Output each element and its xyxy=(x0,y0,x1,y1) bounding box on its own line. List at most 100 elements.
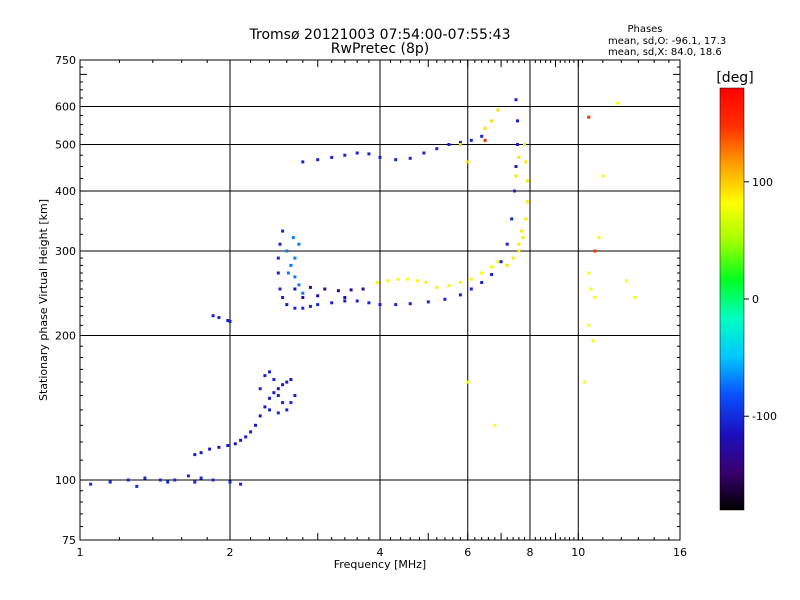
data-point xyxy=(514,98,518,102)
data-point xyxy=(523,143,526,146)
x-tick-label: 8 xyxy=(527,546,534,559)
y-tick-label: 600 xyxy=(55,101,76,114)
data-point xyxy=(343,153,347,157)
colorbar-tick-label: 0 xyxy=(752,293,759,306)
x-tick-label: 1 xyxy=(77,546,84,559)
data-point xyxy=(281,401,285,405)
x-tick-label: 2 xyxy=(227,546,234,559)
data-point xyxy=(375,281,379,284)
data-point xyxy=(268,408,271,412)
data-point xyxy=(263,374,267,378)
data-point xyxy=(301,291,305,295)
data-point xyxy=(289,263,293,267)
data-point xyxy=(597,236,601,240)
data-point xyxy=(490,119,494,123)
data-point xyxy=(186,474,190,478)
data-point xyxy=(396,277,400,281)
data-point xyxy=(276,271,280,275)
data-point xyxy=(285,408,289,412)
data-point xyxy=(258,414,262,418)
data-point xyxy=(591,339,595,343)
data-point xyxy=(226,444,230,447)
data-point xyxy=(301,296,305,299)
data-point xyxy=(394,303,398,307)
data-point xyxy=(483,127,487,130)
data-point xyxy=(228,480,232,484)
data-point xyxy=(268,370,271,374)
data-point xyxy=(293,287,297,291)
data-point xyxy=(297,242,301,246)
colorbar-tick-label: -100 xyxy=(752,410,777,423)
data-point xyxy=(217,445,221,449)
data-point xyxy=(272,378,276,381)
data-point xyxy=(199,476,203,480)
data-point xyxy=(589,287,593,291)
y-tick-label: 750 xyxy=(55,54,76,67)
data-point xyxy=(505,263,509,267)
data-point xyxy=(330,155,334,159)
data-point xyxy=(199,451,203,455)
data-point xyxy=(616,101,620,105)
x-tick-label: 6 xyxy=(464,546,471,559)
data-point xyxy=(276,394,280,397)
data-point xyxy=(516,119,519,123)
data-point xyxy=(244,435,248,439)
x-tick-labels: 1 2 4 6 8 10 16 xyxy=(77,546,688,559)
data-point xyxy=(291,236,295,240)
x-tick-label: 4 xyxy=(377,546,384,559)
data-point xyxy=(308,304,312,308)
data-point xyxy=(281,383,285,387)
data-point xyxy=(367,152,371,156)
data-point xyxy=(587,115,591,119)
data-point xyxy=(301,306,305,310)
data-point xyxy=(587,271,591,275)
data-point xyxy=(336,289,340,293)
phase-colorbar: [deg] 100 0 -100 xyxy=(716,70,777,511)
colorbar-label: [deg] xyxy=(716,70,753,86)
data-point xyxy=(367,301,371,305)
data-point xyxy=(447,284,451,288)
x-tick-label: 10 xyxy=(571,546,585,559)
data-point xyxy=(281,229,285,233)
data-point xyxy=(289,378,293,381)
data-point xyxy=(297,283,301,287)
data-point xyxy=(316,158,320,162)
data-point xyxy=(466,160,470,164)
data-point xyxy=(466,380,470,384)
y-tick-label: 300 xyxy=(55,245,76,258)
data-point xyxy=(217,316,221,320)
data-point xyxy=(469,138,473,142)
data-point xyxy=(394,158,398,162)
data-point xyxy=(525,179,529,183)
data-point xyxy=(239,482,243,486)
y-tick-label: 400 xyxy=(55,185,76,198)
data-point xyxy=(593,249,597,253)
data-point xyxy=(286,271,290,275)
data-point xyxy=(343,296,347,299)
colorbar-gradient xyxy=(719,87,745,511)
data-point xyxy=(511,256,515,260)
data-point xyxy=(316,303,320,307)
data-point xyxy=(524,217,528,221)
data-point xyxy=(422,151,426,155)
plot-area xyxy=(79,59,681,541)
data-point xyxy=(308,285,312,289)
y-tick-label: 75 xyxy=(62,534,76,547)
data-point xyxy=(514,165,518,168)
data-point xyxy=(514,174,518,178)
y-axis-label: Stationary phase Virtual Height [km] xyxy=(37,199,50,401)
data-point xyxy=(458,293,462,297)
data-point xyxy=(126,478,130,482)
data-point xyxy=(301,160,305,164)
data-point xyxy=(193,480,197,484)
data-point xyxy=(625,279,629,283)
data-point xyxy=(173,478,177,482)
chart-subtitle: RwPretec (8p) xyxy=(331,41,429,57)
data-point xyxy=(208,447,212,451)
x-tick-label: 16 xyxy=(673,546,687,559)
data-point xyxy=(499,260,503,264)
grid-lines xyxy=(80,60,680,540)
data-point xyxy=(268,396,271,400)
data-point xyxy=(281,296,285,299)
data-point xyxy=(211,478,215,482)
